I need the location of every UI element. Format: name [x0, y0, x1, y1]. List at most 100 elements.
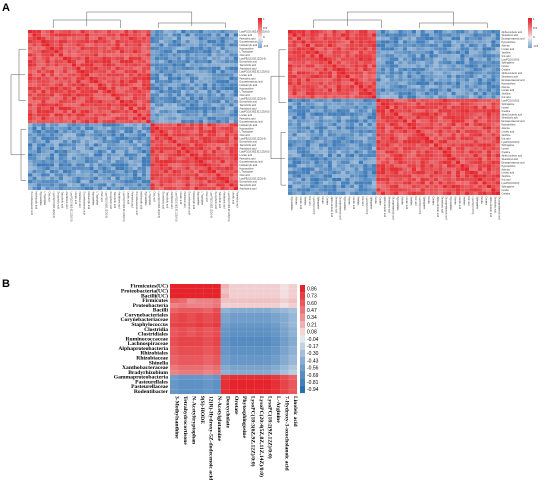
heatmap-cell [150, 113, 155, 117]
heatmap-cell [176, 183, 182, 187]
heatmap-cell [80, 93, 85, 97]
heatmap-cell [207, 110, 212, 114]
heatmap-cell [464, 30, 470, 34]
heatmap-cell [133, 43, 138, 47]
heatmap-cell [172, 106, 177, 111]
heatmap-cell [424, 36, 430, 41]
heatmap-cell [211, 106, 217, 111]
heatmap-cell [154, 110, 160, 114]
heatmap-cell [28, 126, 33, 131]
heatmap-cell [224, 120, 230, 124]
heatmap-cell [141, 183, 147, 187]
heatmap-cell [170, 307, 179, 313]
heatmap-cell [58, 100, 64, 104]
heatmap-cell [491, 33, 496, 37]
heatmap-cell [111, 136, 116, 141]
heatmap-cell [398, 109, 403, 113]
heatmap-cell [411, 33, 417, 37]
heatmap-cell [84, 130, 90, 134]
heatmap-cell [407, 30, 412, 34]
heatmap-cell [367, 115, 372, 120]
heatmap-cell [402, 74, 408, 79]
heatmap-cell [133, 33, 138, 37]
heatmap-cell [71, 86, 77, 91]
heatmap-cell [451, 105, 456, 110]
heatmap-cell [146, 96, 151, 101]
heatmap-cell [420, 109, 425, 113]
heatmap-cell [181, 143, 186, 147]
heatmap-cell [146, 160, 151, 164]
heatmap-cell [442, 174, 448, 178]
heatmap-cell [402, 170, 408, 175]
heatmap-cell [416, 146, 421, 151]
heatmap-cell [106, 76, 112, 81]
heatmap-cell [28, 173, 33, 177]
heatmap-cell [288, 160, 293, 165]
heatmap-cell [464, 170, 470, 175]
heatmap-cell [102, 106, 107, 111]
heatmap-cell [211, 70, 217, 74]
heatmap-cell [455, 64, 461, 68]
heatmap-cell [460, 146, 465, 151]
heatmap-cell [115, 116, 120, 121]
heatmap-cell [389, 181, 395, 185]
heatmap-cell [292, 181, 297, 185]
heatmap-cell [216, 163, 221, 167]
heatmap-cell [288, 91, 293, 96]
heatmap-cell [115, 170, 120, 174]
heatmap-cell [233, 150, 239, 154]
heatmap-cell [45, 160, 50, 164]
heatmap-cell [323, 164, 328, 168]
heatmap-cell [98, 113, 103, 117]
heatmap-cell [323, 50, 328, 55]
heatmap-cell [203, 322, 213, 328]
column-label: Hypoxanthine [343, 197, 346, 212]
heatmap-cell [58, 180, 64, 184]
heatmap-cell [305, 36, 311, 41]
heatmap-cell [380, 54, 386, 58]
heatmap-cell [159, 46, 164, 51]
heatmap-cell [438, 67, 443, 72]
heatmap-cell [224, 180, 230, 184]
heatmap-cell [198, 36, 204, 41]
column-label: Palmitoleic acid [183, 192, 186, 209]
heatmap-cell [394, 33, 399, 37]
heatmap-cell [32, 30, 37, 34]
heatmap-cell [336, 109, 342, 113]
heatmap-cell [336, 115, 342, 120]
heatmap-cell [80, 183, 85, 187]
heatmap-cell [442, 88, 448, 92]
heatmap-cell [447, 109, 452, 113]
heatmap-cell [482, 36, 487, 41]
heatmap-cell [178, 303, 187, 308]
heatmap-cell [194, 166, 199, 171]
heatmap-cell [124, 96, 129, 101]
heatmap-cell [477, 47, 483, 51]
column-labels: Hypoxanthine Adenine Linoleic acid Xanthine… [290, 197, 501, 221]
heatmap-cell [433, 47, 439, 51]
heatmap-cell [332, 78, 337, 82]
heatmap-cell [389, 36, 395, 41]
heatmap-cell [146, 53, 151, 57]
heatmap-cell [189, 63, 195, 67]
heatmap-cell [491, 122, 496, 127]
heatmap-cell [354, 30, 359, 34]
heatmap-cell [332, 150, 337, 154]
heatmap-cell [323, 95, 328, 99]
heatmap-cell [495, 157, 501, 161]
heatmap-cell [332, 177, 337, 182]
heatmap-cell [371, 112, 377, 116]
heatmap-cell [154, 46, 160, 51]
heatmap-cell [354, 67, 359, 72]
heatmap-cell [163, 60, 169, 64]
heatmap-cell [115, 143, 120, 147]
heatmap-cell [424, 78, 430, 82]
heatmap-cell [93, 140, 99, 144]
heatmap-cell [442, 30, 448, 34]
heatmap-cell [220, 70, 225, 74]
heatmap-cell [491, 71, 496, 75]
heatmap-cell [447, 184, 452, 189]
heatmap-cell [442, 164, 448, 168]
heatmap-cell [32, 50, 37, 54]
heatmap-cell [469, 126, 474, 130]
